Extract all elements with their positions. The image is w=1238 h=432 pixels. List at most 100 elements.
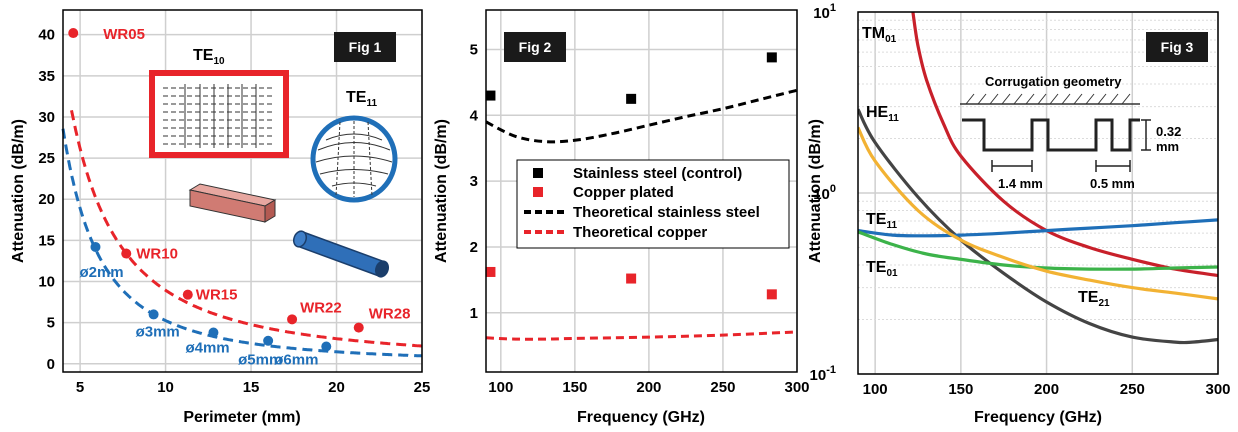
fig3-ticks: 100 150 200 250 300 10-1 100 101 [810,2,1231,398]
fig2-xtick-label: 250 [710,379,735,396]
mode-label-te01: TE01 [866,259,898,279]
fig2-legend: Stainless steel (control) Copper plated … [516,159,790,249]
fig3-badge-text: Fig 3 [1161,39,1194,55]
fig1-ylabel: Attenuation (dB/m) [10,119,27,263]
fig1-diameter-label: ø3mm [136,323,180,340]
fig1-circular-curve [61,128,422,358]
fig2-ytick-label: 5 [470,41,478,58]
fig1-data-point [90,241,101,252]
fig1-xtick-label: 25 [414,379,431,396]
te11-field-lines [315,121,393,197]
fig3-mode-curve [858,126,1218,301]
corrugation-depth-value: 0.32 [1156,124,1181,139]
fig1-ytick-label: 10 [38,274,55,291]
fig2-ytick-label: 3 [470,173,478,190]
fig1-xtick-label: 20 [328,379,345,396]
mode-label-te11: TE11 [866,211,897,231]
circular-waveguide-3d-icon [292,230,390,278]
fig2-marker [485,266,496,277]
legend-marker-copper [533,187,543,197]
fig2-ylabel: Attenuation (dB/m) [433,119,450,263]
fig1-data-point [68,28,79,39]
fig1-waveguide-curve [70,109,423,348]
fig3-ytick-label: 101 [813,2,836,22]
te10-label: TE10 [193,47,225,67]
fig3-ytick-label: 100 [813,183,836,203]
fig3-xtick-label: 200 [1034,381,1059,398]
fig1-data-point [182,289,193,300]
panel-fig1: TE10 TE11 [10,9,430,426]
corrugation-gap: 0.5 mm [1090,176,1135,191]
fig2-frame [485,9,798,373]
fig1-ytick-label: 5 [47,315,55,332]
fig1-diameter-label: ø4mm [185,340,229,357]
fig3-xtick-label: 150 [948,381,973,398]
fig1-data-point [208,327,219,338]
fig3-grid [858,11,1219,375]
fig1-diameter-label: ø5mm [238,352,282,369]
mode-label-he11: HE11 [866,104,899,124]
fig2-xtick-label: 200 [636,379,661,396]
fig3-series [858,12,1218,345]
fig1-badge-text: Fig 1 [349,39,382,55]
fig2-marker [766,289,777,300]
fig2-badge-text: Fig 2 [519,39,552,55]
fig3-ytick-label: 10-1 [810,364,836,384]
fig1-wr-label: WR15 [196,287,238,304]
fig2-xlabel: Frequency (GHz) [577,409,705,426]
corrugation-profile [962,118,1140,152]
fig1-wr-label: WR28 [369,306,411,323]
fig1-wr-label: WR22 [300,299,342,316]
fig2-ticks: 100 150 200 250 300 1 2 3 4 5 [470,41,810,396]
fig1-ytick-label: 35 [38,68,55,85]
panel-fig2: 100 150 200 250 300 1 2 3 4 5 Fig 2 Stainless ste… [433,9,810,426]
fig1-ytick-label: 40 [38,27,55,44]
fig3-corrugation-inset: Corrugation geometry 0.32 mm 1.4 mm 0.5 [960,74,1181,191]
fig1-data-point [121,248,132,259]
fig2-marker [485,90,496,101]
mode-label-te21: TE21 [1078,289,1110,309]
fig2-theory-line [485,330,798,341]
fig1-diameter-label: ø2mm [79,264,123,281]
legend-theory-copper: Theoretical copper [573,224,707,241]
te10-field-lines [163,84,275,148]
fig3-ylabel: Attenuation (dB/m) [807,119,824,263]
fig2-marker [626,93,637,104]
fig1-wr-label: WR10 [136,246,178,263]
fig2-theory-line [485,88,798,144]
panel-fig3: Corrugation geometry 0.32 mm 1.4 mm 0.5 [807,2,1231,426]
fig1-data-point [321,341,332,352]
fig2-ytick-label: 2 [470,239,478,256]
fig1-frame [62,9,423,373]
legend-marker-stainless [533,168,543,178]
te11-label: TE11 [346,89,377,109]
te10-rect-waveguide [149,70,289,158]
fig2-ytick-label: 1 [470,305,478,322]
fig1-badge: Fig 1 [334,32,396,62]
fig2-ytick-label: 4 [470,107,479,124]
fig3-xtick-label: 100 [863,381,888,398]
fig2-xtick-label: 150 [562,379,587,396]
fig1-ticks: 5 10 15 20 25 0 5 10 15 20 25 30 35 40 [38,27,430,396]
fig3-xtick-label: 250 [1120,381,1145,398]
fig3-mode-curve [858,108,1218,345]
fig2-marker [626,273,637,284]
fig2-xtick-label: 300 [784,379,809,396]
fig1-diameter-label: ø6mm [274,351,318,368]
fig1-ytick-label: 25 [38,150,55,167]
fig1-ytick-label: 30 [38,109,55,126]
fig2-series [485,52,798,341]
rect-waveguide-3d-icon [188,183,277,223]
legend-theory-steel: Theoretical stainless steel [573,204,760,221]
fig1-xtick-label: 15 [243,379,260,396]
mode-label-tm01: TM01 [862,25,897,45]
fig3-badge: Fig 3 [1146,32,1208,62]
fig1-ytick-label: 20 [38,191,55,208]
fig3-xtick-label: 300 [1205,381,1230,398]
fig2-badge: Fig 2 [504,32,566,62]
corrugation-pitch: 1.4 mm [998,176,1043,191]
fig2-xtick-label: 100 [488,379,513,396]
fig1-wr-label: WR05 [103,26,145,43]
corrugation-depth-unit: mm [1156,139,1179,154]
